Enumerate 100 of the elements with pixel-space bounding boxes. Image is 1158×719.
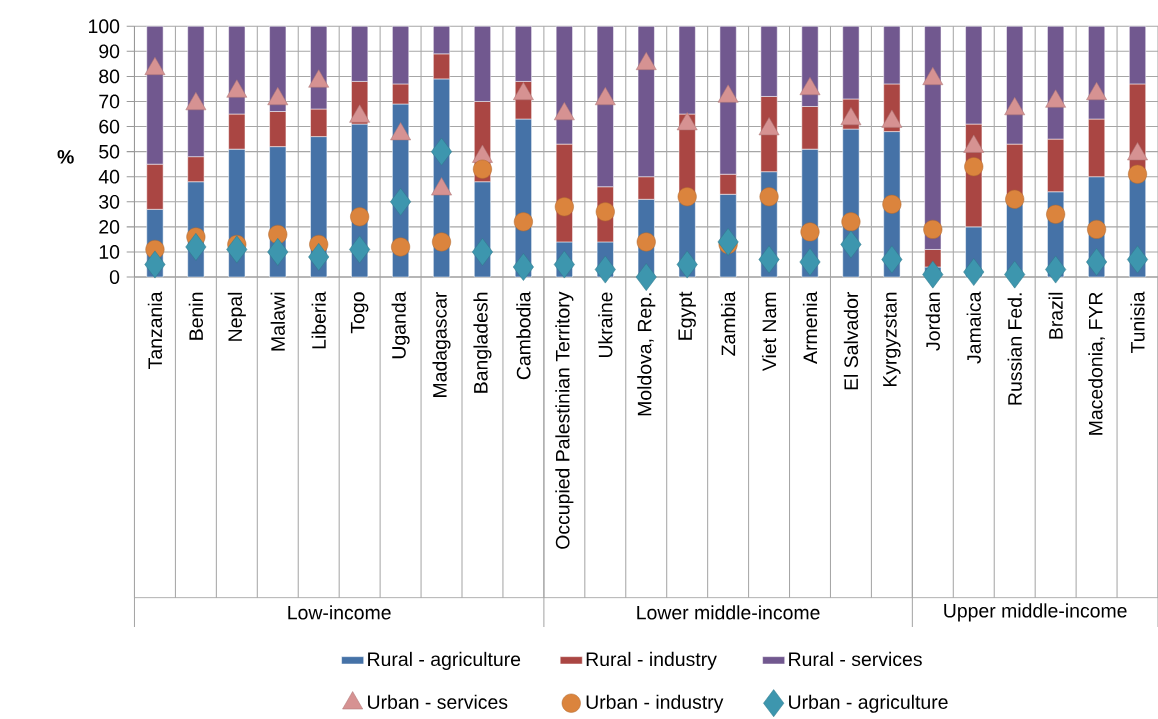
point <box>308 69 330 88</box>
point <box>636 232 656 252</box>
x-tick-label: Egypt <box>678 291 696 340</box>
point <box>267 237 289 266</box>
text: Upper middle-income <box>944 603 1127 622</box>
legend-label: Rural - agriculture <box>368 651 521 670</box>
legend-label: Urban - services <box>368 694 508 709</box>
point <box>185 232 207 261</box>
text: Low-income <box>288 605 391 620</box>
point <box>800 222 820 242</box>
point <box>1004 260 1026 289</box>
point <box>349 104 371 123</box>
text: Lower middle-income <box>637 605 820 620</box>
x-tick-label: Nepal <box>227 292 246 341</box>
point <box>308 242 330 271</box>
point <box>841 212 861 232</box>
legend-label: Rural - services <box>789 651 922 666</box>
point <box>513 81 534 100</box>
x-tick-label: Moldova, Rep. <box>637 293 656 416</box>
point <box>390 122 411 141</box>
point <box>963 258 985 286</box>
y-tick-label: 20 <box>99 219 120 234</box>
legend-label: Rural - industry <box>586 651 717 670</box>
point <box>513 212 533 232</box>
point <box>1086 81 1107 100</box>
x-tick-label: Bangladesh <box>473 292 492 393</box>
y-tick-label: 70 <box>99 94 120 109</box>
point <box>390 187 412 216</box>
y-tick-label: 60 <box>99 119 120 134</box>
point <box>635 263 657 291</box>
y-tick-label: 90 <box>99 44 120 59</box>
point <box>349 235 371 264</box>
point <box>512 252 534 281</box>
point <box>472 237 493 266</box>
point <box>391 237 411 257</box>
y-tick-label: 100 <box>89 19 120 33</box>
x-tick-label: Viet Nam <box>761 292 777 371</box>
point <box>717 84 739 103</box>
point <box>840 106 862 125</box>
point <box>676 250 698 279</box>
x-tick-label: El Salvador <box>843 291 859 390</box>
point <box>185 91 207 110</box>
point <box>350 207 370 227</box>
legend-label: Urban - industry <box>586 694 724 713</box>
point <box>1046 204 1066 224</box>
point <box>1086 247 1108 276</box>
x-tick-label: Togo <box>350 292 369 334</box>
y-tick-label: 40 <box>98 169 120 184</box>
point <box>1127 142 1148 161</box>
point <box>1087 219 1107 239</box>
point <box>267 86 289 105</box>
x-tick-label: Liberia <box>311 291 326 349</box>
y-axis-title: % <box>57 149 74 164</box>
y-tick-label: 30 <box>99 194 120 209</box>
x-tick-label: Cambodia <box>516 291 531 380</box>
point <box>676 111 698 131</box>
y-tick-label: 10 <box>99 244 120 259</box>
point <box>594 255 616 284</box>
point <box>881 245 903 274</box>
point <box>144 56 166 75</box>
point <box>553 101 575 120</box>
point <box>759 187 779 207</box>
point <box>595 202 615 222</box>
y-tick-label: 80 <box>99 69 120 84</box>
point <box>799 247 821 276</box>
x-tick-label: Occupied Palestinian Territory <box>555 291 574 549</box>
x-tick-label: Uganda <box>391 291 410 358</box>
point <box>1127 245 1148 274</box>
x-tick-label: Jamaica <box>966 291 981 364</box>
x-tick-label: Tunisia <box>1130 291 1145 353</box>
x-tick-label: Ukraine <box>598 292 613 357</box>
point <box>717 227 739 256</box>
x-tick-label: Benin <box>188 292 204 340</box>
point <box>431 177 452 196</box>
point <box>226 235 248 264</box>
point <box>922 260 944 289</box>
point <box>635 51 657 70</box>
x-tick-label: Madagascar <box>432 291 451 397</box>
point <box>554 197 574 217</box>
x-tick-label: Brazil <box>1048 292 1063 339</box>
point <box>799 76 821 95</box>
point <box>1128 164 1148 184</box>
x-tick-label: Macedonia, FYR <box>1088 292 1105 435</box>
point <box>594 86 616 105</box>
x-tick-label: Kyrgyzstan <box>883 292 901 386</box>
point <box>1045 255 1067 284</box>
point <box>1004 96 1026 115</box>
point <box>840 230 862 259</box>
point <box>431 137 452 166</box>
point <box>553 250 575 279</box>
point <box>677 187 697 207</box>
x-tick-label: Russian Fed. <box>1007 293 1022 405</box>
point <box>882 194 902 214</box>
x-tick-label: Jordan <box>925 292 940 351</box>
legend-label: Urban - agriculture <box>789 694 948 713</box>
point <box>758 117 780 136</box>
x-tick-label: Malawi <box>270 292 285 351</box>
point <box>963 134 985 153</box>
point <box>144 250 166 279</box>
point <box>881 109 903 128</box>
